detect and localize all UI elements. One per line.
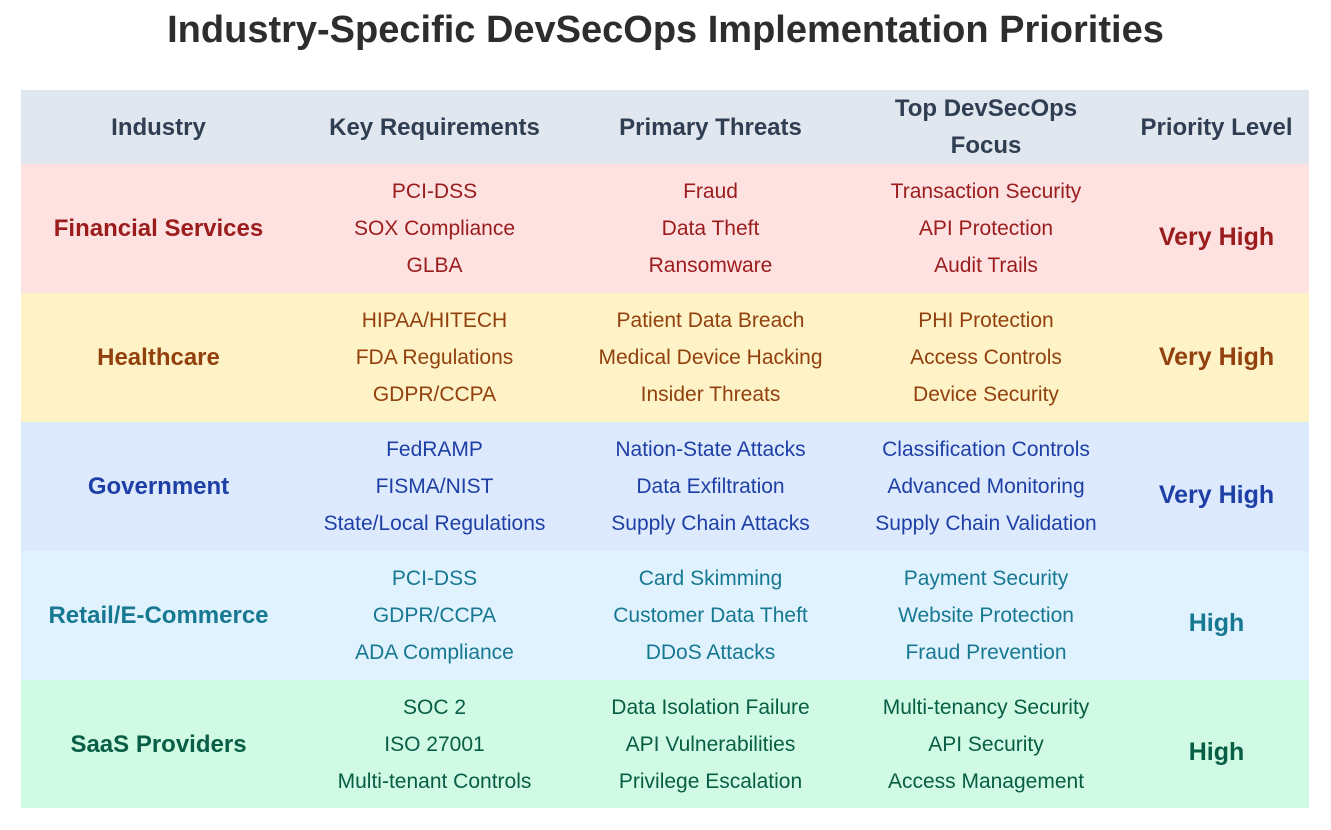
focus-item: Website Protection [898, 604, 1074, 627]
requirement-item: State/Local Regulations [323, 512, 546, 535]
threat-item: Customer Data Theft [613, 604, 808, 627]
requirements-cell: HIPAA/HITECH FDA Regulations GDPR/CCPA [296, 293, 573, 422]
requirements-cell: SOC 2 ISO 27001 Multi-tenant Controls [296, 680, 573, 808]
threat-item: DDoS Attacks [645, 641, 776, 664]
requirement-item: SOX Compliance [353, 217, 516, 240]
focus-item: API Protection [918, 217, 1054, 240]
priorities-table: Industry Key Requirements Primary Threat… [21, 90, 1309, 808]
threats-cell: Fraud Data Theft Ransomware [573, 164, 848, 293]
requirement-item: SOC 2 [402, 695, 467, 719]
header-industry: Industry [21, 90, 296, 164]
focus-item: Payment Security [903, 567, 1069, 590]
header-priority-level: Priority Level [1124, 90, 1309, 164]
priority-cell: Very High [1124, 293, 1309, 422]
focus-item: Fraud Prevention [905, 641, 1067, 664]
focus-cell: Transaction Security API Protection Audi… [848, 164, 1124, 293]
requirement-item: ISO 27001 [384, 732, 485, 756]
threats-cell: Data Isolation Failure API Vulnerabiliti… [573, 680, 848, 808]
threat-item: Fraud [683, 180, 738, 203]
threat-item: Supply Chain Attacks [611, 512, 810, 535]
industry-cell: SaaS Providers [21, 680, 296, 808]
requirement-item: PCI-DSS [391, 180, 478, 203]
threat-item: Data Exfiltration [636, 475, 785, 498]
focus-item: Audit Trails [934, 254, 1038, 277]
threat-item: Nation-State Attacks [615, 438, 806, 461]
threats-cell: Nation-State Attacks Data Exfiltration S… [573, 422, 848, 551]
requirement-item: Multi-tenant Controls [337, 769, 532, 793]
threats-cell: Card Skimming Customer Data Theft DDoS A… [573, 551, 848, 680]
requirements-cell: FedRAMP FISMA/NIST State/Local Regulatio… [296, 422, 573, 551]
requirement-item: HIPAA/HITECH [361, 309, 508, 332]
priority-cell: High [1124, 680, 1309, 808]
focus-item: API Security [928, 732, 1044, 756]
focus-cell: Multi-tenancy Security API Security Acce… [848, 680, 1124, 808]
focus-item: Transaction Security [890, 180, 1082, 203]
industry-cell: Retail/E-Commerce [21, 551, 296, 680]
requirements-cell: PCI-DSS GDPR/CCPA ADA Compliance [296, 551, 573, 680]
focus-item: Access Management [887, 769, 1085, 793]
focus-item: Supply Chain Validation [875, 512, 1097, 535]
requirement-item: GDPR/CCPA [372, 383, 497, 406]
threat-item: Data Theft [661, 217, 760, 240]
header-top-focus: Top DevSecOps Focus [848, 90, 1124, 164]
requirements-cell: PCI-DSS SOX Compliance GLBA [296, 164, 573, 293]
requirement-item: GDPR/CCPA [372, 604, 497, 627]
focus-cell: Classification Controls Advanced Monitor… [848, 422, 1124, 551]
focus-item: Multi-tenancy Security [882, 695, 1090, 719]
threat-item: Insider Threats [640, 383, 781, 406]
header-primary-threats: Primary Threats [573, 90, 848, 164]
page-title: Industry-Specific DevSecOps Implementati… [167, 9, 1164, 51]
priority-cell: Very High [1124, 422, 1309, 551]
priority-cell: High [1124, 551, 1309, 680]
threat-item: API Vulnerabilities [625, 732, 796, 756]
focus-item: Access Controls [910, 346, 1062, 369]
industry-cell: Financial Services [21, 164, 296, 293]
requirement-item: PCI-DSS [391, 567, 478, 590]
threat-item: Data Isolation Failure [611, 695, 810, 719]
industry-cell: Healthcare [21, 293, 296, 422]
requirement-item: FedRAMP [386, 438, 483, 461]
requirement-item: FDA Regulations [355, 346, 514, 369]
threat-item: Privilege Escalation [618, 769, 803, 793]
focus-cell: Payment Security Website Protection Frau… [848, 551, 1124, 680]
priority-cell: Very High [1124, 164, 1309, 293]
focus-item: Classification Controls [882, 438, 1090, 461]
threat-item: Medical Device Hacking [598, 346, 823, 369]
requirement-item: FISMA/NIST [375, 475, 494, 498]
focus-item: PHI Protection [918, 309, 1054, 332]
requirement-item: GLBA [406, 254, 463, 277]
focus-cell: PHI Protection Access Controls Device Se… [848, 293, 1124, 422]
threat-item: Card Skimming [638, 567, 783, 590]
header-key-requirements: Key Requirements [296, 90, 573, 164]
focus-item: Advanced Monitoring [887, 475, 1085, 498]
threat-item: Ransomware [648, 254, 773, 277]
threat-item: Patient Data Breach [616, 309, 805, 332]
requirement-item: ADA Compliance [355, 641, 514, 664]
threats-cell: Patient Data Breach Medical Device Hacki… [573, 293, 848, 422]
industry-cell: Government [21, 422, 296, 551]
focus-item: Device Security [913, 383, 1059, 406]
